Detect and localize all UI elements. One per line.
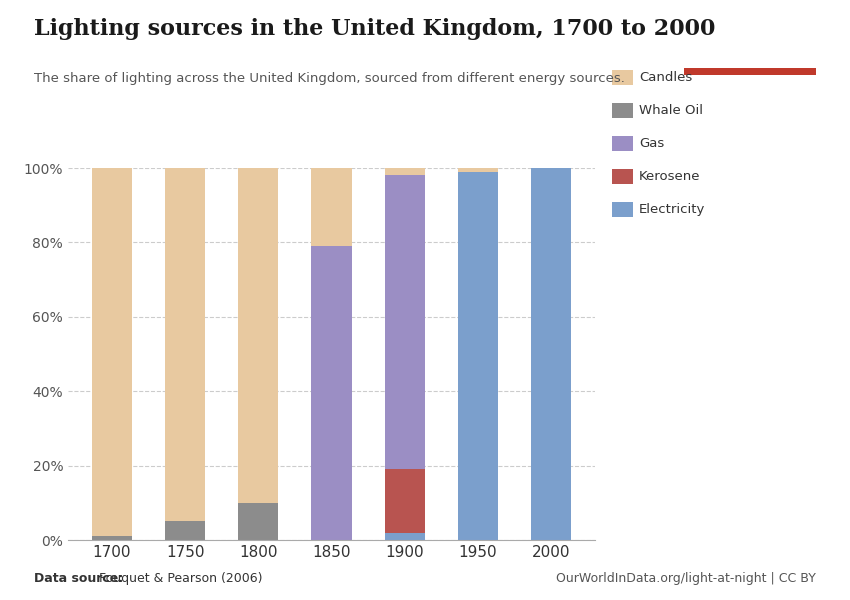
Bar [531,168,571,540]
Bar [238,503,279,540]
Bar [384,469,425,533]
Text: Whale Oil: Whale Oil [639,104,703,117]
Text: Electricity: Electricity [639,203,706,216]
Bar [458,172,498,540]
Text: Lighting sources in the United Kingdom, 1700 to 2000: Lighting sources in the United Kingdom, … [34,18,716,40]
Bar [165,521,205,540]
Bar [458,168,498,172]
Bar [165,168,205,521]
Bar [384,533,425,540]
Bar [92,536,132,540]
Text: Our World: Our World [717,30,784,43]
Text: Data source:: Data source: [34,572,123,585]
Bar [311,246,352,540]
Text: Kerosene: Kerosene [639,170,700,183]
Text: OurWorldInData.org/light-at-night | CC BY: OurWorldInData.org/light-at-night | CC B… [556,572,816,585]
Bar [384,175,425,469]
Text: The share of lighting across the United Kingdom, sourced from different energy s: The share of lighting across the United … [34,72,625,85]
Text: Gas: Gas [639,137,665,150]
Bar [311,168,352,246]
Bar [238,168,279,503]
Bar [92,168,132,536]
Text: in Data: in Data [726,50,774,63]
Text: Fouquet & Pearson (2006): Fouquet & Pearson (2006) [95,572,263,585]
Bar [384,168,425,175]
Bar [684,68,816,75]
Text: Candles: Candles [639,71,693,84]
